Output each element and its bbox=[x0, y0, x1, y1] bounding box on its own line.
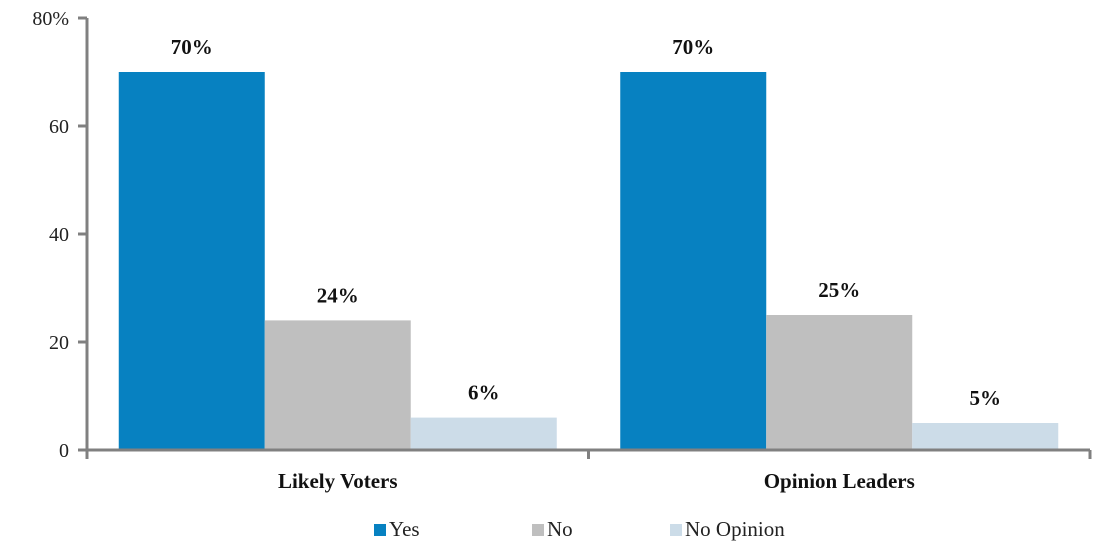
y-tick-label: 20 bbox=[49, 332, 69, 354]
legend-swatch-no-opinion bbox=[670, 524, 682, 536]
legend-label-yes: Yes bbox=[389, 517, 420, 541]
axes-layer: 0 20 40 60 80% bbox=[32, 8, 1092, 462]
legend: Yes No No Opinion bbox=[374, 517, 785, 541]
bar-no-likely-voters bbox=[264, 320, 411, 450]
data-label: 24% bbox=[317, 283, 359, 307]
legend-swatch-yes bbox=[374, 524, 386, 536]
data-label: 70% bbox=[171, 35, 213, 59]
data-label: 6% bbox=[468, 381, 500, 405]
labels-layer: 70% 24% 6% Likely Voters 70% 25% 5% Opinion Lea… bbox=[171, 35, 1001, 493]
y-tick-label: 40 bbox=[49, 224, 69, 246]
bar-no-opinion-likely-voters bbox=[410, 417, 557, 450]
bar-yes-opinion-leaders bbox=[620, 72, 767, 450]
data-label: 70% bbox=[672, 35, 714, 59]
legend-label-no-opinion: No Opinion bbox=[685, 517, 785, 541]
y-tick-label: 60 bbox=[49, 116, 69, 138]
bar-yes-likely-voters bbox=[118, 72, 265, 450]
y-tick-label: 0 bbox=[59, 440, 69, 462]
data-label: 5% bbox=[970, 386, 1002, 410]
bar-no-opinion-leaders bbox=[766, 315, 913, 450]
legend-label-no: No bbox=[547, 517, 573, 541]
bar-no-opinion-opinion-leaders bbox=[912, 423, 1059, 450]
legend-swatch-no bbox=[532, 524, 544, 536]
x-tick-label: Likely Voters bbox=[278, 469, 398, 493]
bars-layer bbox=[118, 72, 1059, 450]
x-tick-label: Opinion Leaders bbox=[764, 469, 915, 493]
data-label: 25% bbox=[818, 278, 860, 302]
y-tick-label: 80% bbox=[32, 8, 69, 30]
